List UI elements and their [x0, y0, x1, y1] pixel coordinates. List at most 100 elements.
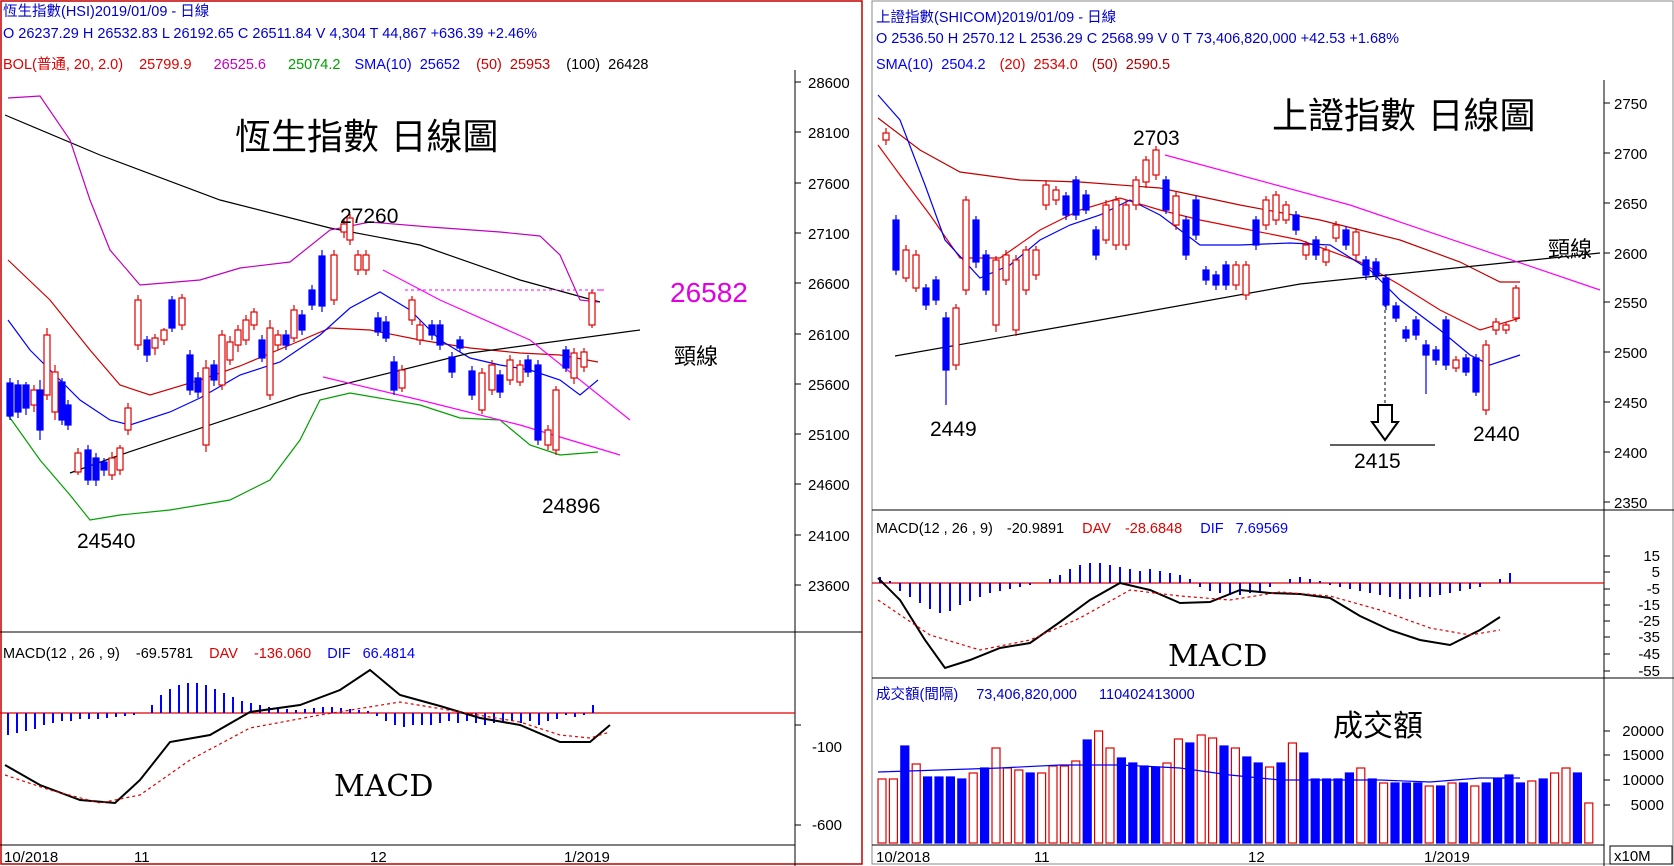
shcomp-candle-body	[932, 279, 940, 301]
hsi-candle-body	[544, 429, 552, 446]
hsi-low2-label: 24896	[542, 495, 600, 518]
shcomp-volume-bar	[1527, 780, 1537, 844]
shcomp-macd-tick-label: 5	[1652, 564, 1660, 581]
shcomp-volume-bar	[1321, 778, 1332, 844]
shcomp-volume-bar	[1378, 782, 1389, 844]
hsi-candle-body	[346, 217, 354, 241]
hsi-bol-mid: 25799.9	[139, 57, 191, 73]
shcomp-volume-bar	[1413, 782, 1423, 844]
shcomp-macd-header: MACD(12 , 26 , 9)	[876, 521, 993, 537]
shcomp-volume-bar	[1299, 752, 1309, 844]
hsi-candles	[6, 214, 596, 486]
hsi-bol-lower-line	[7, 392, 599, 521]
shcomp-volume-bar	[1219, 745, 1229, 844]
shcomp-volume-bar	[1390, 782, 1400, 844]
hsi-macd-legend: MACD(12 , 26 , 9) -69.5781 DAV -136.060 …	[3, 646, 415, 662]
shcomp-candle-body	[1452, 359, 1460, 369]
hsi-macd-plot	[0, 668, 801, 826]
shcomp-volume-bar	[1504, 774, 1514, 844]
hsi-candle-body	[108, 457, 116, 476]
hsi-candle-body	[534, 364, 542, 441]
shcomp-volume-bar	[1139, 765, 1149, 844]
shcomp-candle-body	[1002, 254, 1010, 281]
shcomp-volume-value1: 73,406,820,000	[976, 687, 1077, 703]
shcomp-dif-label: DIF	[1200, 521, 1224, 537]
hsi-candle-body	[562, 349, 570, 369]
shcomp-volume-ma-line	[877, 764, 1520, 783]
shcomp-volume-bar	[1036, 772, 1047, 844]
shcomp-high-label: 2703	[1133, 127, 1180, 150]
shcomp-trend-upper	[1164, 154, 1601, 291]
shcomp-ytick-label: 2700	[1614, 146, 1647, 163]
shcomp-macd-ticks: 155-5-15-25-35-45-55	[1604, 548, 1660, 680]
shcomp-volume-bar	[1356, 767, 1366, 844]
shcomp-candle-body	[1102, 204, 1110, 241]
hsi-candle-body	[416, 324, 424, 341]
hsi-dif-value: 66.4814	[363, 646, 415, 662]
shcomp-ytick-label: 2550	[1614, 295, 1647, 312]
hsi-price-ticks: 28600 28100 27600 27100 26600 26100 25600 25100…	[795, 75, 850, 595]
shcomp-volume-bar	[1150, 766, 1161, 844]
hsi-candle-body	[266, 327, 274, 396]
hsi-candle-body	[382, 321, 390, 339]
shcomp-sma20-line	[877, 144, 1521, 331]
shcomp-candle-body	[1032, 249, 1040, 276]
shcomp-ytick-label: 2450	[1614, 395, 1647, 412]
shcomp-volume-bar	[1093, 730, 1104, 844]
hsi-bol-label: BOL(普通, 20, 2.0)	[3, 56, 123, 73]
shcomp-ytick-label: 2400	[1614, 445, 1647, 462]
hsi-xtick-jan: 1/2019	[564, 849, 610, 866]
hsi-candle-body	[318, 255, 326, 307]
shcomp-candle-body	[1392, 305, 1400, 319]
shcomp-candle-body	[1202, 269, 1210, 281]
shcomp-volume-bar	[934, 776, 944, 844]
shcomp-volume-bar	[1538, 778, 1548, 844]
shcomp-dav-value: -28.6848	[1125, 521, 1182, 537]
shcomp-volume-bar	[1014, 769, 1024, 844]
hsi-candle-body	[100, 461, 108, 471]
shcomp-macd-tick-label: -45	[1638, 646, 1660, 663]
shcomp-macd-legend: MACD(12 , 26 , 9) -20.9891 DAV -28.6848 …	[876, 521, 1288, 537]
shcomp-volume-bar	[1253, 762, 1263, 844]
hsi-sma50-value: 25953	[510, 57, 550, 73]
shcomp-volume-bar	[1435, 785, 1446, 844]
shcomp-ytick-label: 2350	[1614, 495, 1647, 512]
shcomp-candle-body	[1012, 259, 1020, 331]
hsi-bol-lower: 25074.2	[288, 57, 340, 73]
hsi-ytick-label: 25100	[808, 427, 850, 444]
hsi-candle-body	[58, 381, 66, 421]
hsi-macd-title: MACD	[334, 769, 433, 804]
hsi-candle-body	[36, 389, 44, 431]
hsi-candle-body	[210, 364, 218, 381]
hsi-trend-upper	[382, 269, 631, 421]
hsi-candle-body	[408, 299, 416, 321]
shcomp-candle-body	[922, 287, 930, 306]
shcomp-candle-body	[1332, 224, 1340, 239]
hsi-candle-body	[43, 334, 51, 396]
shcomp-volume-bar	[1333, 778, 1343, 844]
shcomp-volume-bar	[1584, 802, 1594, 844]
shcomp-panel: 上證指數(SHICOM)2019/01/09 - 日線 O 2536.50 H …	[871, 0, 1674, 866]
hsi-candle-body	[234, 329, 242, 346]
hsi-target-label: 26582	[670, 277, 748, 308]
hsi-candle-body	[552, 389, 560, 451]
shcomp-volume-bar	[1242, 756, 1252, 844]
shcomp-sma10-label: SMA(10)	[876, 57, 933, 73]
shcomp-low-label: 2449	[930, 418, 977, 441]
hsi-candle-body	[250, 311, 258, 326]
shcomp-candle-body	[1132, 179, 1140, 206]
hsi-macd-header: MACD(12 , 26 , 9)	[3, 646, 120, 662]
shcomp-candle-body	[1262, 199, 1270, 226]
shcomp-candle-body	[1252, 219, 1260, 246]
hsi-candle-body	[456, 339, 464, 349]
shcomp-candle-body	[1162, 179, 1170, 211]
shcomp-volume-bar	[1470, 785, 1480, 844]
shcomp-macd-value: -20.9891	[1007, 521, 1064, 537]
shcomp-xtick-jan: 1/2019	[1424, 849, 1470, 866]
shcomp-volume-tick-label: 10000	[1622, 772, 1664, 789]
shcomp-header-line1: 上證指數(SHICOM)2019/01/09 - 日線	[876, 9, 1116, 26]
hsi-candle-body	[143, 339, 151, 356]
shcomp-macd-plot	[872, 563, 1604, 670]
shcomp-candle-body	[1422, 344, 1430, 356]
shcomp-macd-tick-label: -25	[1638, 613, 1660, 630]
